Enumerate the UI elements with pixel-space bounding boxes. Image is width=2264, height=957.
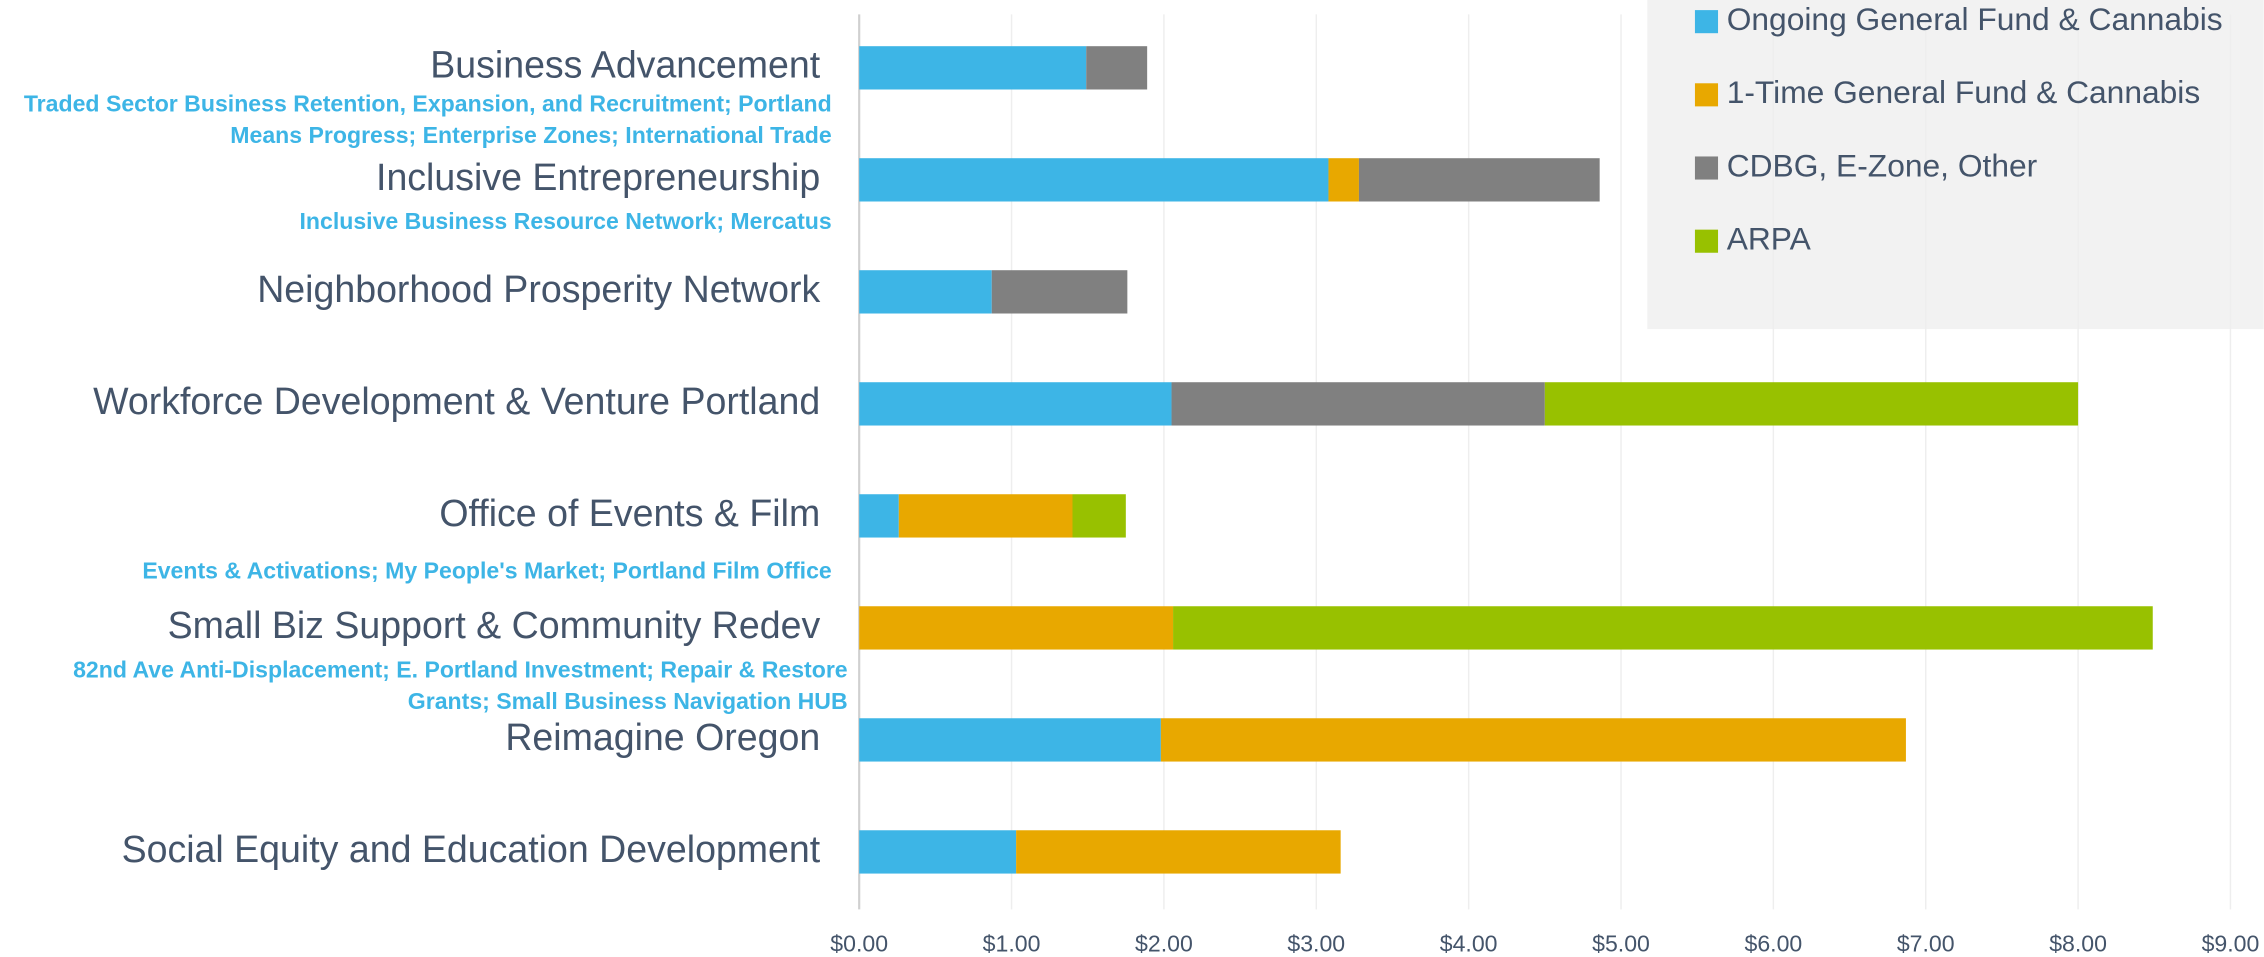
legend-label: 1-Time General Fund & Cannabis xyxy=(1727,74,2201,110)
x-tick-label: $8.00 xyxy=(2049,931,2107,957)
x-tick-label: $1.00 xyxy=(983,931,1041,957)
legend-box xyxy=(1647,0,2264,330)
category-label: Small Biz Support & Community Redev xyxy=(168,604,821,646)
x-tick-label: $6.00 xyxy=(1744,931,1802,957)
legend-swatch xyxy=(1694,156,1719,180)
category-label: Reimagine Oregon xyxy=(505,716,820,758)
category-description: Means Progress; Enterprise Zones; Intern… xyxy=(230,122,832,148)
bar-segment xyxy=(1544,382,2079,426)
legend-label: ARPA xyxy=(1727,221,1812,257)
bar-segment xyxy=(1328,158,1359,202)
x-tick-label: $9.00 xyxy=(2202,931,2260,957)
category-label: Office of Events & Film xyxy=(439,492,820,534)
legend-swatch xyxy=(1694,83,1719,107)
category-description: Events & Activations; My People's Market… xyxy=(142,557,832,583)
category-label: Neighborhood Prosperity Network xyxy=(257,268,820,310)
category-label: Inclusive Entrepreneurship xyxy=(376,156,820,198)
bar-segment xyxy=(991,270,1128,314)
bar-segment xyxy=(1358,158,1600,202)
bar-segment xyxy=(1072,494,1126,538)
category-description: Inclusive Business Resource Network; Mer… xyxy=(299,208,831,234)
bar-segment xyxy=(1160,718,1906,762)
bar-segment xyxy=(859,718,1161,762)
bar-segment xyxy=(859,830,1017,874)
bar-segment xyxy=(859,494,899,538)
category-description: 82nd Ave Anti-Displacement; E. Portland … xyxy=(73,656,848,682)
x-tick-label: $2.00 xyxy=(1135,931,1193,957)
category-label: Business Advancement xyxy=(430,44,821,86)
bar-segment xyxy=(1173,606,2153,650)
legend-label: CDBG, E-Zone, Other xyxy=(1727,147,2038,183)
category-label: Workforce Development & Venture Portland xyxy=(93,380,820,422)
bar-segment xyxy=(1171,382,1545,426)
category-label: Social Equity and Education Development xyxy=(122,828,821,870)
category-description: Grants; Small Business Navigation HUB xyxy=(408,688,848,714)
bar-segment xyxy=(1016,830,1341,874)
bar-segment xyxy=(859,46,1087,90)
x-tick-label: $5.00 xyxy=(1592,931,1650,957)
bar-segment xyxy=(1086,46,1148,90)
category-description: Traded Sector Business Retention, Expans… xyxy=(24,90,832,116)
legend-swatch xyxy=(1694,10,1719,34)
x-tick-label: $7.00 xyxy=(1897,931,1955,957)
bar-segment xyxy=(859,382,1172,426)
x-tick-label: $4.00 xyxy=(1440,931,1498,957)
bar-segment xyxy=(859,158,1329,202)
x-tick-label: $3.00 xyxy=(1287,931,1345,957)
bar-segment xyxy=(859,606,1174,650)
bar-segment xyxy=(859,270,992,314)
legend-label: Ongoing General Fund & Cannabis xyxy=(1727,1,2223,37)
bar-segment xyxy=(898,494,1073,538)
legend-swatch xyxy=(1694,229,1719,253)
x-tick-label: $0.00 xyxy=(830,931,888,957)
